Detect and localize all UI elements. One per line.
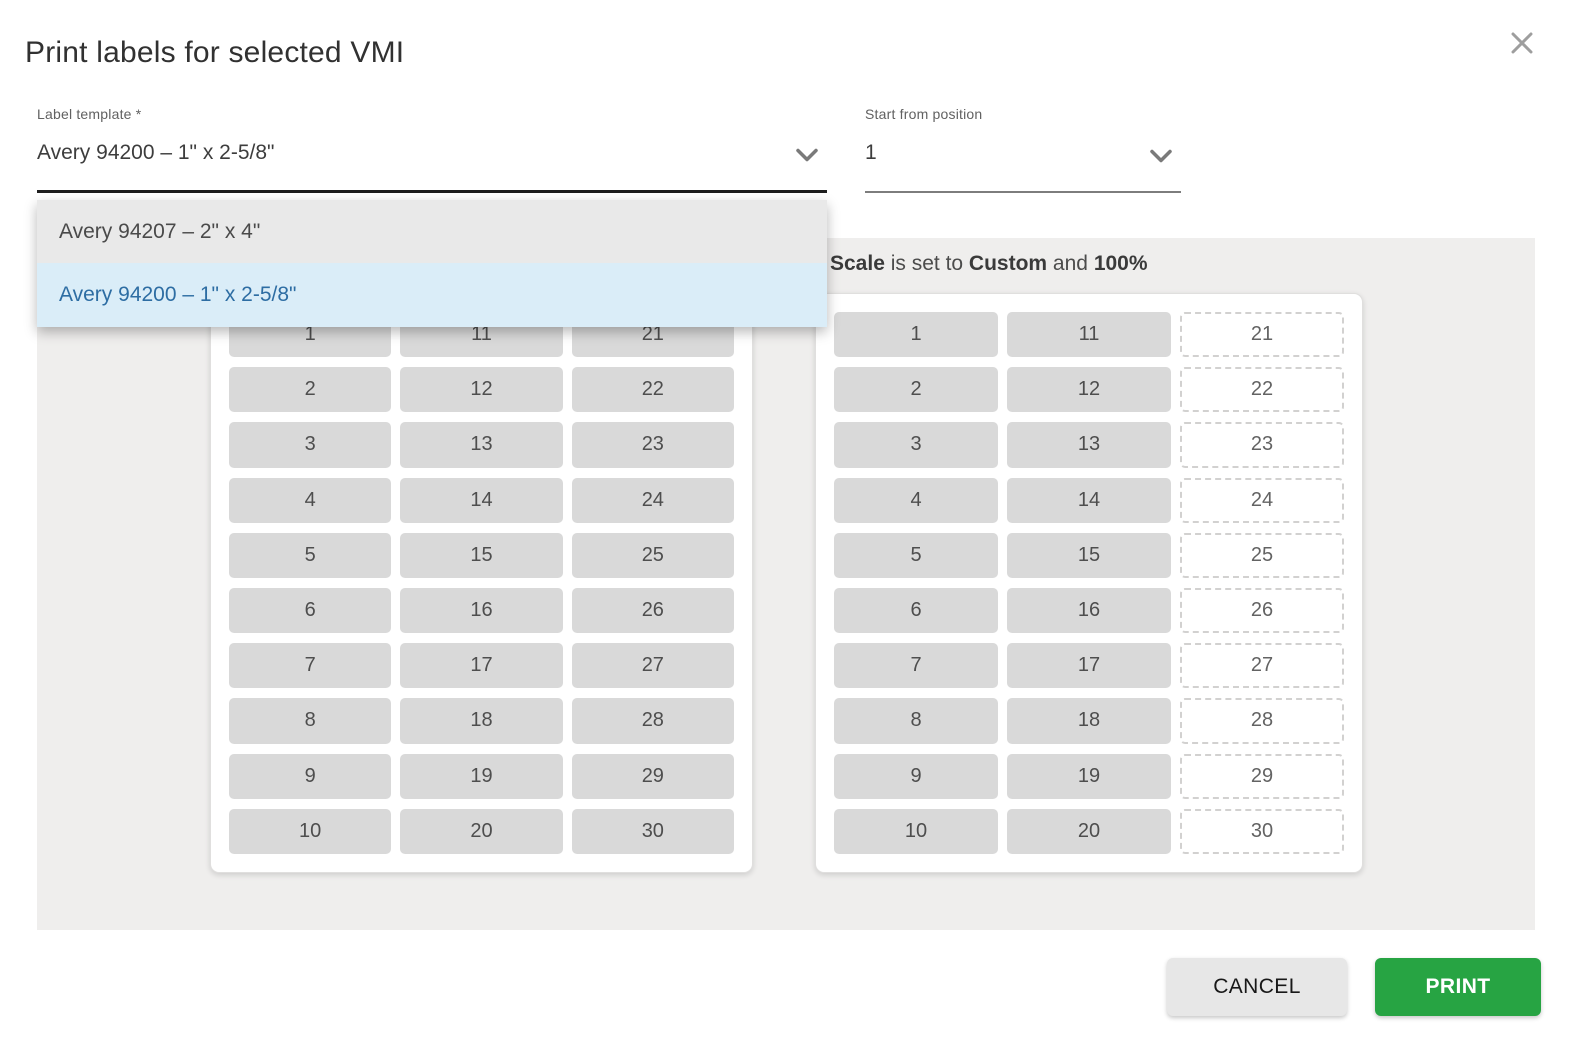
chevron-down-icon bbox=[795, 148, 819, 168]
label-cell-30: 30 bbox=[1180, 808, 1344, 854]
label-cell-19: 19 bbox=[1007, 753, 1171, 799]
label-cell-9: 9 bbox=[834, 753, 998, 799]
label-cell-8: 8 bbox=[229, 698, 392, 744]
scale-note-segment: is set to bbox=[884, 252, 969, 275]
start-position-value: 1 bbox=[865, 141, 877, 164]
sheet-template-preview: 1 2 3 4 5 6 7 8 9 10 11 12 13 14 15 16 17 18 19 20 21 22 23 24 2… bbox=[210, 293, 753, 873]
label-cell-15: 15 bbox=[1007, 532, 1171, 578]
label-cell-5: 5 bbox=[229, 532, 392, 578]
label-cell-5: 5 bbox=[834, 532, 998, 578]
scale-note-segment: Custom bbox=[968, 252, 1048, 275]
start-position-label: Start from position bbox=[865, 106, 983, 122]
label-cell-20: 20 bbox=[400, 808, 563, 854]
label-cell-10: 10 bbox=[834, 808, 998, 854]
label-cell-1: 1 bbox=[834, 312, 998, 358]
label-cell-17: 17 bbox=[1007, 643, 1171, 689]
label-cell-27: 27 bbox=[571, 643, 734, 689]
label-cell-7: 7 bbox=[229, 643, 392, 689]
cancel-button[interactable]: CANCEL bbox=[1167, 958, 1347, 1016]
label-cell-17: 17 bbox=[400, 643, 563, 689]
label-cell-19: 19 bbox=[400, 753, 563, 799]
label-cell-8: 8 bbox=[834, 698, 998, 744]
label-cell-4: 4 bbox=[834, 477, 998, 523]
label-cell-14: 14 bbox=[1007, 477, 1171, 523]
label-cell-10: 10 bbox=[229, 808, 392, 854]
label-cell-15: 15 bbox=[400, 532, 563, 578]
label-template-value: Avery 94200 – 1" x 2-5/8" bbox=[37, 141, 275, 164]
sheet-position-preview: 1 2 3 4 5 6 7 8 9 10 11 12 13 14 15 16 17 18 19 20 21 22 23 24 2… bbox=[815, 293, 1363, 873]
label-cell-9: 9 bbox=[229, 753, 392, 799]
label-cell-18: 18 bbox=[400, 698, 563, 744]
label-cell-6: 6 bbox=[229, 588, 392, 634]
label-cell-14: 14 bbox=[400, 477, 563, 523]
label-cell-28: 28 bbox=[1180, 698, 1344, 744]
start-position-select[interactable]: Start from position 1 bbox=[865, 106, 1181, 193]
label-cell-25: 25 bbox=[571, 532, 734, 578]
label-cell-23: 23 bbox=[571, 422, 734, 468]
label-cell-12: 12 bbox=[1007, 367, 1171, 413]
close-button[interactable] bbox=[1500, 22, 1544, 66]
label-cell-6: 6 bbox=[834, 588, 998, 634]
label-cell-16: 16 bbox=[400, 588, 563, 634]
label-cell-4: 4 bbox=[229, 477, 392, 523]
label-cell-26: 26 bbox=[571, 588, 734, 634]
label-cell-13: 13 bbox=[1007, 422, 1171, 468]
dropdown-option-0[interactable]: Avery 94207 – 2" x 4" bbox=[37, 200, 827, 263]
label-cell-3: 3 bbox=[834, 422, 998, 468]
label-cell-20: 20 bbox=[1007, 808, 1171, 854]
label-cell-16: 16 bbox=[1007, 588, 1171, 634]
label-cell-2: 2 bbox=[834, 367, 998, 413]
label-cell-22: 22 bbox=[1180, 367, 1344, 413]
scale-note-segment: and bbox=[1047, 252, 1094, 275]
label-cell-11: 11 bbox=[1007, 312, 1171, 358]
scale-note-segment: 100% bbox=[1093, 252, 1148, 275]
label-cell-3: 3 bbox=[229, 422, 392, 468]
label-cell-13: 13 bbox=[400, 422, 563, 468]
chevron-down-icon bbox=[1149, 149, 1173, 169]
scale-note-segment: Scale bbox=[830, 252, 885, 275]
close-icon bbox=[1506, 27, 1538, 62]
label-template-dropdown: Avery 94207 – 2" x 4" Avery 94200 – 1" x … bbox=[37, 200, 827, 327]
label-cell-2: 2 bbox=[229, 367, 392, 413]
label-cell-22: 22 bbox=[571, 367, 734, 413]
label-cell-23: 23 bbox=[1180, 422, 1344, 468]
label-template-select[interactable]: Label template * Avery 94200 – 1" x 2-5/… bbox=[37, 106, 827, 193]
label-cell-26: 26 bbox=[1180, 588, 1344, 634]
print-button[interactable]: PRINT bbox=[1375, 958, 1541, 1016]
label-template-label: Label template * bbox=[37, 106, 142, 122]
label-cell-21: 21 bbox=[1180, 312, 1344, 358]
label-cell-28: 28 bbox=[571, 698, 734, 744]
label-cell-29: 29 bbox=[1180, 753, 1344, 799]
modal-title: Print labels for selected VMI bbox=[25, 36, 405, 69]
dropdown-option-1[interactable]: Avery 94200 – 1" x 2-5/8" bbox=[37, 263, 827, 327]
label-cell-24: 24 bbox=[571, 477, 734, 523]
label-cell-29: 29 bbox=[571, 753, 734, 799]
label-cell-18: 18 bbox=[1007, 698, 1171, 744]
label-cell-30: 30 bbox=[571, 808, 734, 854]
label-cell-12: 12 bbox=[400, 367, 563, 413]
scale-note: Scale is set to Custom and 100% bbox=[830, 252, 1148, 276]
label-cell-25: 25 bbox=[1180, 532, 1344, 578]
label-cell-27: 27 bbox=[1180, 643, 1344, 689]
label-cell-24: 24 bbox=[1180, 477, 1344, 523]
label-cell-7: 7 bbox=[834, 643, 998, 689]
